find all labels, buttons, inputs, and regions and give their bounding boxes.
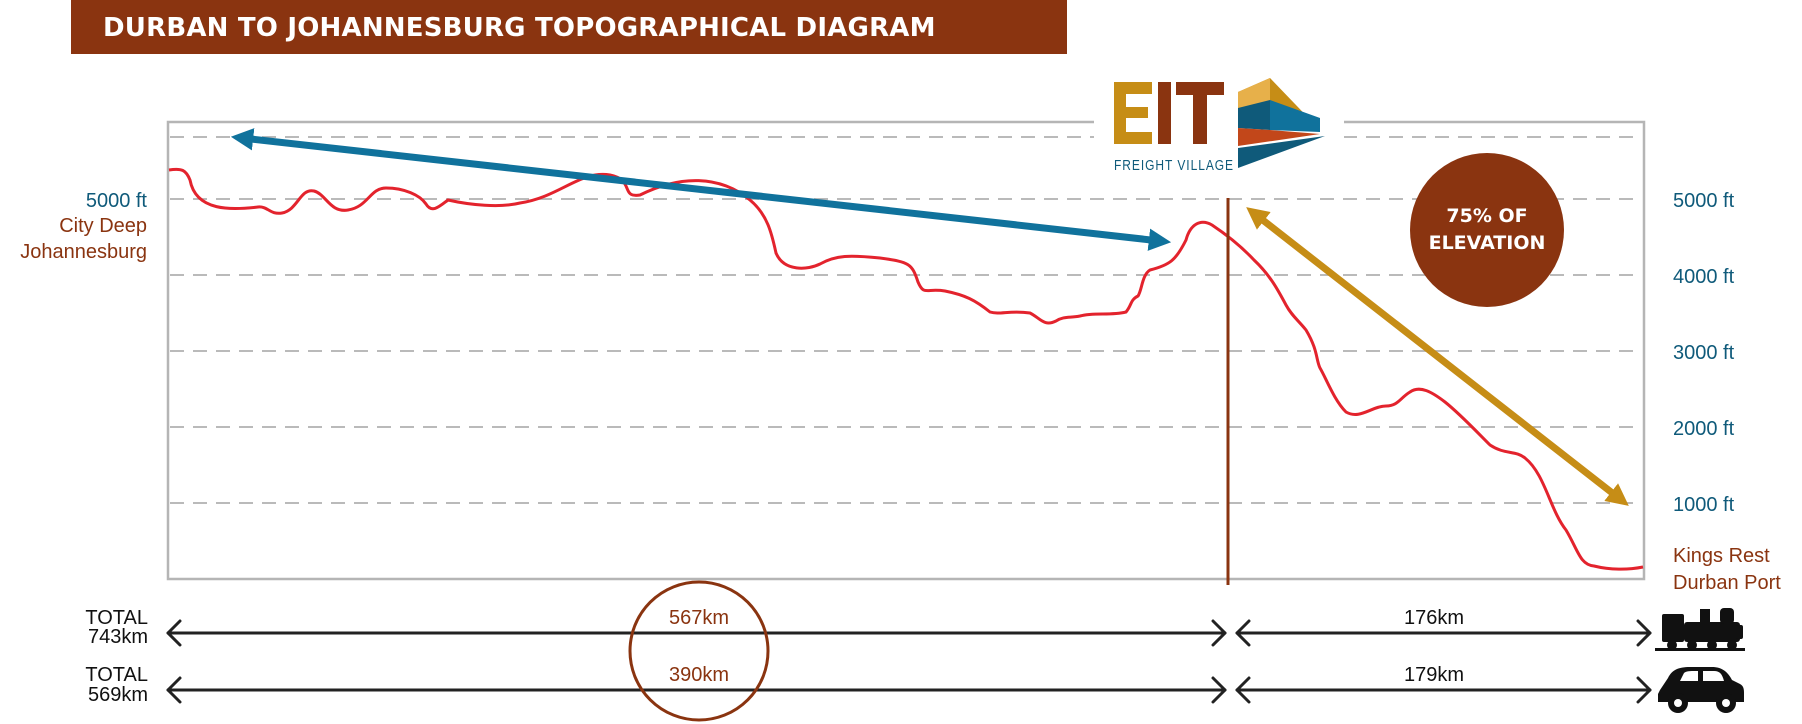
logo-letter-e (1114, 82, 1152, 144)
rail-segment-1-label: 567km (669, 607, 729, 629)
left-place-line-1: City Deep (59, 215, 147, 237)
chart-frame (166, 120, 1646, 581)
eit-logo: FREIGHT VILLAGE (1114, 78, 1325, 174)
road-total-label: TOTAL (85, 664, 148, 686)
road-segment-1-left-arrowhead (166, 676, 182, 704)
right-axis-tick: 4000 ft (1673, 266, 1735, 288)
rail-segment-2-label: 176km (1404, 607, 1464, 629)
right-axis-tick: 3000 ft (1673, 342, 1735, 364)
rail-distance-row: TOTAL 743km 567km 176km (85, 607, 1652, 648)
rail-total-label: TOTAL (85, 607, 148, 629)
car-icon (1658, 667, 1744, 713)
right-axis-tick: 5000 ft (1673, 190, 1735, 212)
right-axis-tick: 1000 ft (1673, 494, 1735, 516)
rail-segment-1-left-arrowhead (166, 619, 182, 647)
rail-segment-2-right-arrowhead (1636, 619, 1652, 647)
gold-elevation-arrow (1246, 207, 1629, 506)
road-segment-2-left-arrowhead (1235, 676, 1251, 704)
train-icon (1655, 608, 1745, 651)
road-segment-1-label: 390km (669, 664, 729, 686)
right-place-line-1: Kings Rest (1673, 545, 1770, 567)
badge-line-1: 75% OF (1446, 205, 1527, 227)
road-segment-1-right-arrowhead (1211, 676, 1227, 704)
blue-gradient-arrow (230, 128, 1172, 251)
right-axis: 5000 ft 4000 ft 3000 ft 2000 ft 1000 ft (1673, 190, 1735, 516)
left-place-line-2: Johannesburg (20, 241, 147, 263)
logo-house-mark (1238, 78, 1325, 168)
road-segment-2-right-arrowhead (1636, 676, 1652, 704)
rail-total-value: 743km (88, 626, 148, 648)
logo-letter-i (1158, 82, 1171, 144)
highlight-ring (628, 580, 770, 722)
logo-subtitle: FREIGHT VILLAGE (1114, 157, 1234, 174)
road-segment-2-label: 179km (1404, 664, 1464, 686)
logo-letter-t (1176, 82, 1224, 144)
road-distance-row: TOTAL 569km 390km 179km (85, 664, 1652, 706)
badge-line-2: ELEVATION (1429, 232, 1546, 254)
elevation-badge: 75% OF ELEVATION (1410, 153, 1564, 307)
road-total-value: 569km (88, 684, 148, 706)
left-elevation-label: 5000 ft (86, 190, 148, 212)
page-title: DURBAN TO JOHANNESBURG TOPOGRAPHICAL DIA… (71, 0, 1067, 54)
right-axis-tick: 2000 ft (1673, 418, 1735, 440)
rail-segment-2-left-arrowhead (1235, 619, 1251, 647)
right-place-line-2: Durban Port (1673, 572, 1781, 594)
rail-segment-1-right-arrowhead (1211, 619, 1227, 647)
